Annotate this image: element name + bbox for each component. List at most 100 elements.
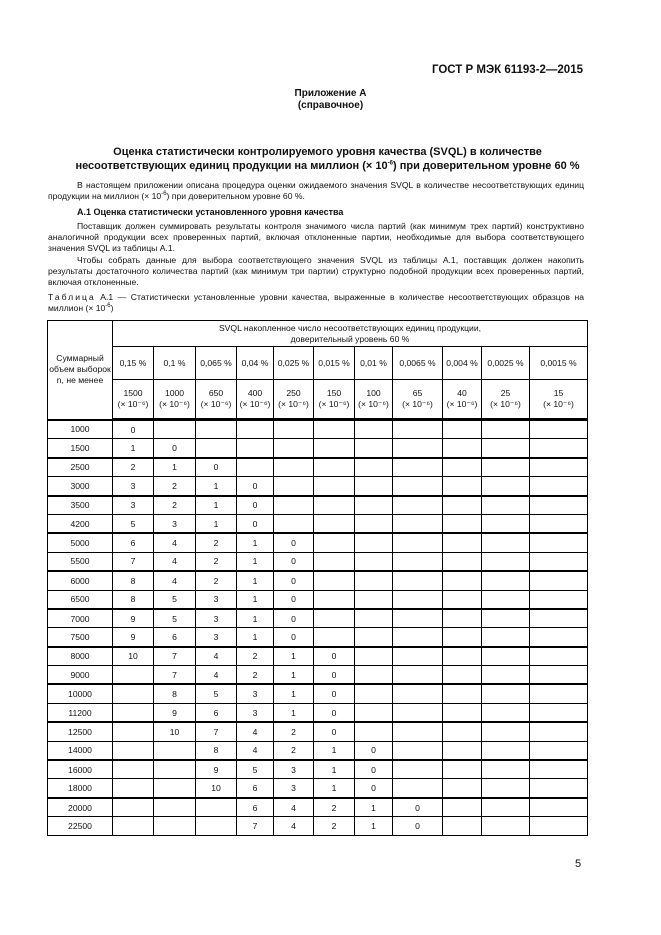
percent-header: 0,065 % bbox=[195, 346, 237, 380]
value-cell: 1 bbox=[236, 627, 274, 648]
ppm-header: 400 (× 10⁻⁶) bbox=[236, 379, 274, 421]
value-cell: 0 bbox=[354, 740, 393, 761]
value-cell: 6 bbox=[195, 702, 237, 723]
percent-header: 0,0015 % bbox=[529, 346, 588, 380]
value-cell bbox=[442, 607, 482, 629]
value-cell bbox=[481, 778, 530, 799]
value-cell bbox=[481, 645, 530, 667]
value-cell: 1 bbox=[273, 665, 314, 685]
value-cell: 0 bbox=[273, 607, 314, 629]
value-cell bbox=[442, 683, 482, 704]
value-cell: 1 bbox=[195, 494, 237, 515]
value-cell: 10 bbox=[195, 778, 237, 799]
value-cell bbox=[529, 740, 588, 761]
subsection-heading: А.1 Оценка статистически установленного … bbox=[77, 207, 344, 217]
table-row: 11200 9 6 3 1 0 bbox=[47, 702, 588, 723]
value-cell bbox=[442, 570, 482, 591]
value-cell: 4 bbox=[236, 740, 274, 761]
value-cell bbox=[529, 494, 588, 515]
value-cell: 0 bbox=[313, 665, 355, 685]
value-cell bbox=[392, 570, 443, 591]
value-cell: 8 bbox=[112, 570, 154, 591]
value-cell: 5 bbox=[112, 513, 154, 534]
value-cell bbox=[112, 740, 154, 761]
value-cell bbox=[392, 627, 443, 648]
value-cell bbox=[112, 702, 154, 723]
value-cell: 4 bbox=[273, 816, 314, 836]
value-cell: 0 bbox=[236, 476, 274, 497]
value-cell bbox=[481, 418, 530, 440]
sample-size-cell: 7000 bbox=[47, 607, 113, 629]
value-cell bbox=[392, 778, 443, 799]
value-cell: 5 bbox=[195, 683, 237, 704]
table-row: 8000 10 7 4 2 1 0 bbox=[47, 645, 588, 667]
value-cell bbox=[354, 418, 393, 440]
value-cell bbox=[112, 796, 154, 818]
value-cell: 3 bbox=[236, 683, 274, 704]
sample-size-cell: 8000 bbox=[47, 645, 113, 667]
value-cell: 0 bbox=[236, 494, 274, 515]
value-cell: 1 bbox=[236, 532, 274, 553]
value-cell bbox=[313, 570, 355, 591]
table-row: 9000 7 4 2 1 0 bbox=[47, 665, 588, 685]
value-cell bbox=[481, 513, 530, 534]
value-cell: 1 bbox=[195, 476, 237, 497]
value-cell bbox=[392, 683, 443, 704]
value-cell: 1 bbox=[354, 816, 393, 836]
sample-size-cell: 3500 bbox=[47, 494, 113, 515]
value-cell bbox=[392, 665, 443, 685]
value-cell bbox=[481, 570, 530, 591]
value-cell: 2 bbox=[153, 476, 196, 497]
value-cell bbox=[392, 494, 443, 515]
value-cell: 8 bbox=[195, 740, 237, 761]
value-cell: 0 bbox=[273, 532, 314, 553]
sample-size-cell: 4200 bbox=[47, 513, 113, 534]
value-cell bbox=[195, 438, 237, 459]
table-row: 7500 9 6 3 1 0 bbox=[47, 627, 588, 648]
value-cell bbox=[392, 418, 443, 440]
value-cell: 4 bbox=[236, 721, 274, 742]
intro-paragraph: В настоящем приложении описана процедура… bbox=[48, 180, 584, 201]
value-cell bbox=[392, 740, 443, 761]
value-cell: 8 bbox=[112, 589, 154, 610]
value-cell bbox=[442, 816, 482, 836]
value-cell bbox=[442, 796, 482, 818]
value-cell bbox=[442, 589, 482, 610]
value-cell bbox=[481, 494, 530, 515]
table-row: 14000 8 4 2 1 0 bbox=[47, 740, 588, 761]
value-cell bbox=[442, 513, 482, 534]
value-cell: 2 bbox=[195, 570, 237, 591]
value-cell bbox=[529, 816, 588, 836]
ppm-header: 15 (× 10⁻⁶) bbox=[529, 379, 588, 421]
value-cell bbox=[442, 627, 482, 648]
value-cell bbox=[481, 607, 530, 629]
sample-size-cell: 3000 bbox=[47, 476, 113, 497]
document-code: ГОСТ Р МЭК 61193-2—2015 bbox=[431, 64, 583, 76]
title-line: несоответствующих единиц продукции на ми… bbox=[75, 160, 580, 172]
value-cell bbox=[392, 721, 443, 742]
value-cell: 10 bbox=[153, 721, 196, 742]
value-cell bbox=[392, 513, 443, 534]
value-cell bbox=[529, 683, 588, 704]
sample-size-cell: 18000 bbox=[47, 778, 113, 799]
annex-subtitle: (справочное) bbox=[297, 100, 364, 111]
value-cell bbox=[112, 778, 154, 799]
value-cell: 7 bbox=[236, 816, 274, 836]
value-cell: 6 bbox=[236, 778, 274, 799]
value-cell: 1 bbox=[236, 607, 274, 629]
value-cell bbox=[112, 759, 154, 780]
sample-size-cell: 20000 bbox=[47, 796, 113, 818]
value-cell bbox=[442, 645, 482, 667]
value-cell: 2 bbox=[153, 494, 196, 515]
sample-size-cell: 12500 bbox=[47, 721, 113, 742]
value-cell bbox=[529, 418, 588, 440]
value-cell bbox=[354, 645, 393, 667]
value-cell: 2 bbox=[273, 740, 314, 761]
value-cell bbox=[313, 494, 355, 515]
value-cell bbox=[481, 702, 530, 723]
value-cell bbox=[442, 759, 482, 780]
value-cell: 1 bbox=[354, 796, 393, 818]
value-cell: 9 bbox=[153, 702, 196, 723]
percent-header: 0,15 % bbox=[112, 346, 154, 380]
value-cell bbox=[442, 418, 482, 440]
